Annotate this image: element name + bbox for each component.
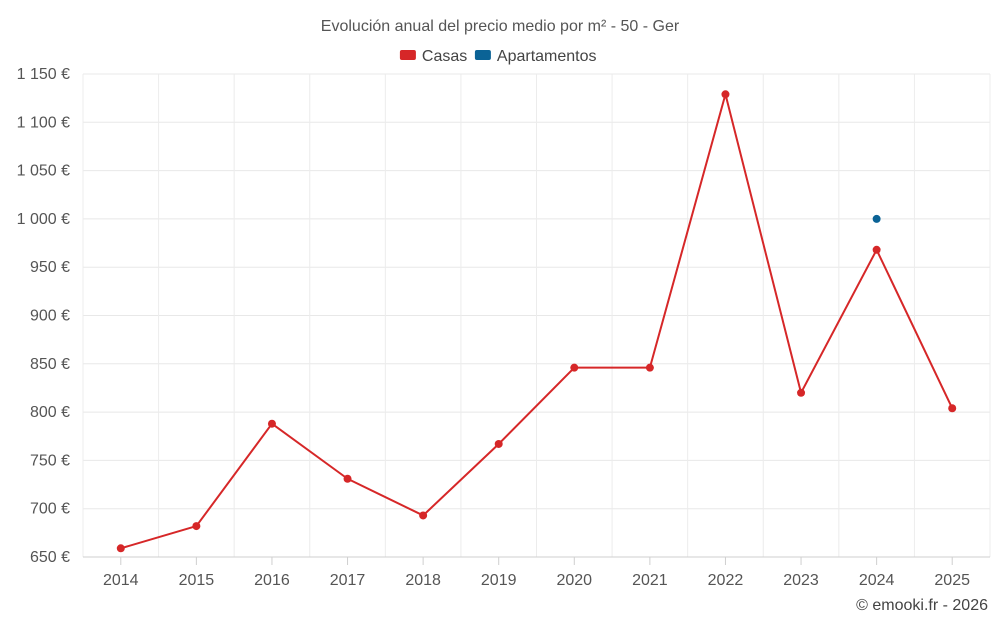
x-tick-label: 2014 <box>103 572 139 589</box>
data-point-casas[interactable] <box>645 363 654 372</box>
series-line-casas <box>120 93 954 550</box>
legend-item-casas[interactable]: Casas <box>399 48 467 65</box>
x-tick-label: 2015 <box>179 572 215 589</box>
legend-label: Apartamentos <box>497 48 597 65</box>
data-point-casas[interactable] <box>343 474 352 483</box>
y-tick-label: 1 000 € <box>17 211 70 228</box>
data-point-casas[interactable] <box>494 439 503 448</box>
data-point-casas[interactable] <box>948 404 957 413</box>
legend-label: Casas <box>422 48 467 65</box>
data-point-casas[interactable] <box>872 245 881 254</box>
legend-swatch <box>474 50 491 60</box>
y-tick-label: 800 € <box>30 404 70 421</box>
y-tick-label: 900 € <box>30 308 70 325</box>
data-point-casas[interactable] <box>797 388 806 397</box>
y-tick-label: 700 € <box>30 501 70 518</box>
data-point-casas[interactable] <box>570 363 579 372</box>
y-tick-label: 1 150 € <box>17 66 70 83</box>
x-tick-label: 2020 <box>556 572 592 589</box>
y-axis: 650 € 700 € 750 € 800 € 850 € 900 € 950 € 1 000… <box>17 66 70 566</box>
chart-title: Evolución anual del precio medio por m² … <box>321 18 680 35</box>
x-tick-label: 2023 <box>783 572 819 589</box>
x-tick-label: 2025 <box>934 572 970 589</box>
x-tick-label: 2016 <box>254 572 290 589</box>
data-point-casas[interactable] <box>267 419 276 428</box>
grid <box>82 73 991 558</box>
legend-swatch <box>399 50 416 60</box>
legend-item-apartamentos[interactable]: Apartamentos <box>474 48 597 65</box>
y-tick-label: 1 050 € <box>17 163 70 180</box>
y-tick-label: 1 100 € <box>17 114 70 131</box>
data-point-casas[interactable] <box>721 90 730 99</box>
y-tick-label: 750 € <box>30 452 70 469</box>
y-tick-label: 850 € <box>30 356 70 373</box>
x-tick-label: 2017 <box>330 572 366 589</box>
x-tick-label: 2018 <box>405 572 441 589</box>
x-axis: 2014 2015 2016 2017 2018 2019 2020 2021 2022 2023… <box>83 556 990 589</box>
data-point-casas[interactable] <box>192 522 201 531</box>
data-point-casas[interactable] <box>419 511 428 520</box>
data-point-apartamentos[interactable] <box>872 214 881 223</box>
x-tick-label: 2022 <box>708 572 744 589</box>
x-tick-label: 2019 <box>481 572 517 589</box>
y-tick-label: 950 € <box>30 259 70 276</box>
legend: Casas Apartamentos <box>399 48 597 65</box>
series-layer <box>116 90 957 553</box>
x-tick-label: 2024 <box>859 572 895 589</box>
y-tick-label: 650 € <box>30 549 70 566</box>
credit-text: © emooki.fr - 2026 <box>856 597 988 614</box>
x-tick-label: 2021 <box>632 572 668 589</box>
data-point-casas[interactable] <box>116 544 125 553</box>
